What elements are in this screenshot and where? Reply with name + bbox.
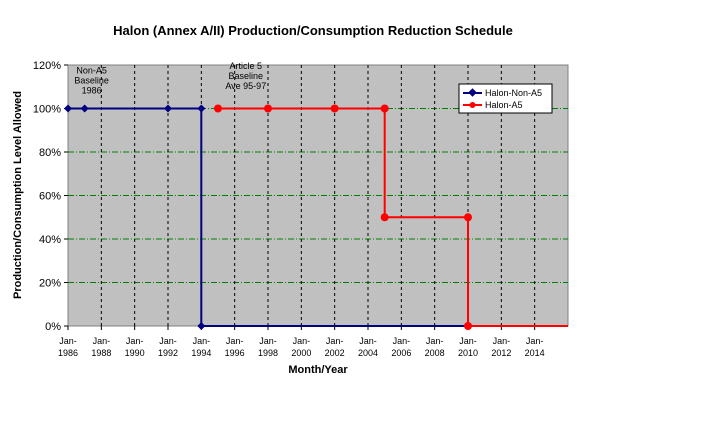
data-point-halon-non-a5 <box>164 104 172 113</box>
legend-label-halon-non-a5: Halon-Non-A5 <box>485 88 542 98</box>
x-tick-label: Jan-1996 <box>225 336 245 358</box>
legend-label-halon-a5: Halon-A5 <box>485 100 523 110</box>
legend-marker-halon-a5 <box>469 102 476 108</box>
y-tick-label: 40% <box>39 234 61 246</box>
annotations: Non-A5 Baseline 1986 Article 5 Baseline Ave 9… <box>74 61 266 95</box>
annotation: Non-A5 Baseline 1986 <box>74 65 109 95</box>
data-point-halon-non-a5 <box>197 322 206 330</box>
y-tick-label: 0% <box>45 321 61 333</box>
x-tick-label: Jan-2012 <box>491 336 511 358</box>
data-point-halon-a5 <box>464 213 472 222</box>
data-point-halon-non-a5 <box>64 104 72 113</box>
y-tick-label: 120% <box>33 60 61 72</box>
x-axis-title: Month/Year <box>288 364 348 376</box>
x-tick-label: Jan-1992 <box>158 336 178 358</box>
x-tick-label: Jan-1986 <box>58 336 78 358</box>
x-tick-label: Jan-2014 <box>525 336 545 358</box>
data-point-halon-a5 <box>214 104 222 113</box>
data-point-halon-non-a5 <box>80 104 89 113</box>
x-tick-label: Jan-1998 <box>258 336 278 358</box>
series-halon-non-a5 <box>64 104 468 330</box>
annotation: Article 5 Baseline Ave 95-97 <box>225 61 266 91</box>
data-point-halon-a5 <box>330 104 339 113</box>
x-tick-label: Jan-1990 <box>125 336 145 358</box>
x-tick-label: Jan-2010 <box>458 336 478 358</box>
data-point-halon-non-a5 <box>197 104 206 113</box>
legend: Halon-Non-A5 Halon-A5 <box>458 83 553 114</box>
legend-marker-halon-non-a5 <box>468 88 477 97</box>
y-axis-title: Production/Consumption Level Allowed <box>12 91 24 299</box>
data-point-halon-a5 <box>380 213 389 222</box>
chart-title: Halon (Annex A/II) Production/Consumptio… <box>113 23 513 38</box>
y-tick-label: 80% <box>39 147 61 159</box>
legend-box <box>458 83 553 114</box>
data-point-halon-a5 <box>380 104 389 113</box>
x-tick-label: Jan-2002 <box>325 336 345 358</box>
y-tick-label: 60% <box>39 191 61 203</box>
x-tick-label: Jan-2000 <box>291 336 311 358</box>
x-tick-label: Jan-1988 <box>91 336 111 358</box>
series-line-halon-a5 <box>218 107 568 327</box>
x-tick-label: Jan-2004 <box>358 336 378 358</box>
x-axis-ticks: Jan-1986 Jan-1988 Jan-1990 Jan-1992 Jan-1994… <box>58 326 545 358</box>
x-tick-label: Jan-1994 <box>191 336 211 358</box>
data-point-halon-a5 <box>464 322 472 330</box>
x-tick-label: Jan-2008 <box>425 336 445 358</box>
y-axis-ticks: 0% 20% 40% 60% 80% 100% 120% <box>33 60 68 333</box>
y-tick-label: 20% <box>39 278 61 290</box>
y-tick-label: 100% <box>33 104 61 116</box>
x-tick-label: Jan-2006 <box>391 336 411 358</box>
data-point-halon-a5 <box>264 104 272 113</box>
series-layer <box>64 104 568 330</box>
series-halon-a5 <box>214 104 568 330</box>
